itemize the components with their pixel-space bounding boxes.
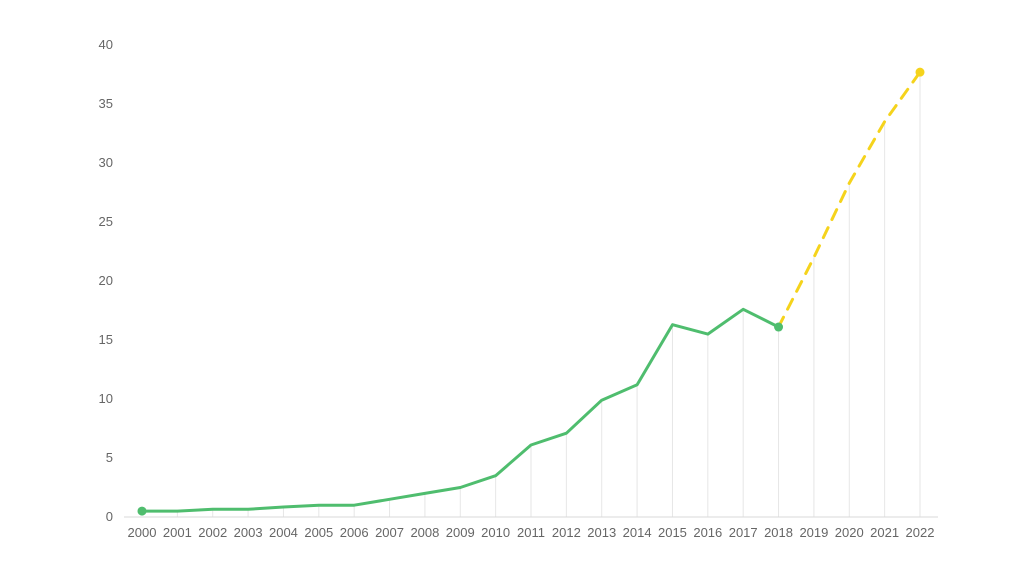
- x-tick-label: 2013: [587, 525, 616, 540]
- grid-layer: [176, 72, 921, 517]
- x-tick-label: 2017: [729, 525, 758, 540]
- y-tick-label: 5: [106, 450, 113, 465]
- x-tick-label: 2011: [517, 525, 545, 540]
- x-tick-label: 2022: [906, 525, 935, 540]
- x-tick-label: 2010: [481, 525, 510, 540]
- x-tick-label: 2016: [693, 525, 722, 540]
- x-tick-label: 2018: [764, 525, 793, 540]
- x-tick-label: 2021: [870, 525, 899, 540]
- y-tick-label: 25: [99, 214, 113, 229]
- y-tick-label: 30: [99, 155, 113, 170]
- x-tick-label: 2014: [623, 525, 652, 540]
- x-tick-label: 2009: [446, 525, 475, 540]
- x-tick-label: 2002: [198, 525, 227, 540]
- x-tick-label: 2007: [375, 525, 404, 540]
- y-tick-label: 10: [99, 391, 113, 406]
- series-layer: [137, 67, 925, 516]
- x-tick-label: 2001: [163, 525, 192, 540]
- x-tick-label: 2015: [658, 525, 687, 540]
- historical-line: [140, 307, 780, 513]
- x-tick-label: 2020: [835, 525, 864, 540]
- y-tick-label: 35: [99, 96, 113, 111]
- y-tick-label: 40: [99, 37, 113, 52]
- x-tick-label: 2012: [552, 525, 581, 540]
- data-point-2000[interactable]: [137, 506, 147, 516]
- x-tick-label: 2005: [304, 525, 333, 540]
- y-tick-label: 20: [99, 273, 113, 288]
- projection-line: [777, 70, 922, 329]
- y-tick-label: 15: [99, 332, 113, 347]
- x-tick-label: 2006: [340, 525, 369, 540]
- x-tick-label: 2000: [128, 525, 157, 540]
- x-tick-label: 2003: [234, 525, 263, 540]
- tick-label-layer: 0 5 10 15 20 25 30 35 40 2000 2001 2002 2003 2004 2005…: [99, 37, 935, 540]
- data-point-2022[interactable]: [915, 67, 925, 77]
- data-point-2018[interactable]: [774, 322, 784, 332]
- x-tick-label: 2019: [799, 525, 828, 540]
- y-tick-label: 0: [106, 509, 113, 524]
- x-tick-label: 2004: [269, 525, 298, 540]
- x-tick-label: 2008: [410, 525, 439, 540]
